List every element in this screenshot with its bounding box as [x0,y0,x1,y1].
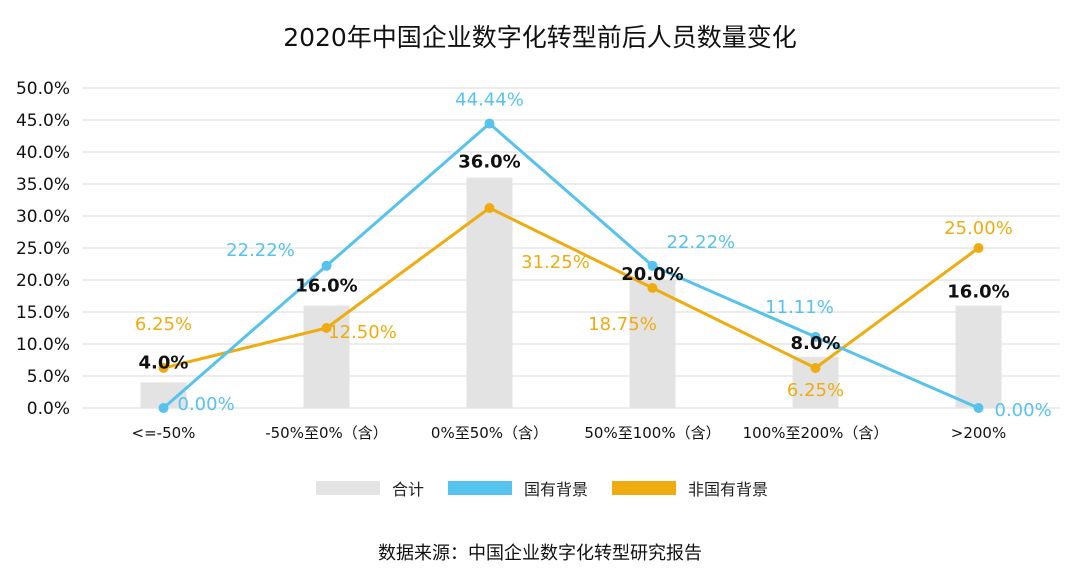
data-label-state-owned: 0.00% [995,400,1052,421]
point-state-owned [158,403,169,413]
point-state-owned [810,331,821,342]
legend-label-total: 合计 [392,480,425,499]
data-label-state-owned: 22.22% [667,232,736,253]
data-label-total: 4.0% [139,352,189,373]
data-label-non-state-owned: 6.25% [787,380,844,401]
y-tick-label: 45.0% [16,111,70,131]
data-labels: 4.0% 16.0% 36.0% 20.0% 8.0% 16.0% 0.00% 22.22% 4… [135,90,1052,421]
data-label-total: 16.0% [947,282,1009,303]
bar-total [955,305,1002,408]
point-state-owned [647,260,658,271]
legend-item-state-owned: 国有背景 [448,476,588,500]
data-label-total: 20.0% [621,264,683,285]
point-non-state-owned [973,243,984,253]
point-non-state-owned [484,203,495,213]
point-state-owned [484,118,495,129]
point-non-state-owned [647,283,658,293]
data-label-non-state-owned: 25.00% [944,218,1013,239]
data-label-non-state-owned: 12.50% [328,322,397,343]
y-tick-label: 0.0% [27,399,70,419]
x-tick-label: 0%至50%（含） [431,424,548,442]
source-note: 数据来源：中国企业数字化转型研究报告 [378,543,702,564]
x-tick-label: 100%至200%（含） [743,424,889,442]
x-tick-label: 50%至100%（含） [584,424,720,442]
point-state-owned [321,260,332,271]
data-label-state-owned: 22.22% [226,240,295,261]
y-tick-label: 50.0% [16,79,70,99]
point-non-state-owned [158,363,169,373]
x-tick-label: <=-50% [132,424,196,442]
point-non-state-owned [810,363,821,373]
line-state-owned [162,122,980,410]
point-non-state-owned [321,323,332,333]
y-tick-label: 20.0% [16,271,70,291]
data-label-state-owned: 44.44% [455,90,524,111]
bar-total [629,280,676,408]
data-label-non-state-owned: 18.75% [588,314,657,335]
y-tick-label: 30.0% [16,207,70,227]
y-tick-label: 10.0% [16,335,70,355]
data-label-non-state-owned: 6.25% [135,314,192,335]
y-tick-label: 40.0% [16,143,70,163]
chart-title: 2020年中国企业数字化转型前后人员数量变化 [283,23,797,52]
legend-swatch-non-state-owned [612,481,676,495]
y-tick-label: 35.0% [16,175,70,195]
legend-swatch-total [316,481,380,495]
data-label-state-owned: 11.11% [765,297,834,318]
y-tick-label: 5.0% [27,367,70,387]
legend-label-state-owned: 国有背景 [524,480,589,499]
data-label-total: 8.0% [791,333,841,354]
data-label-non-state-owned: 31.25% [521,252,590,273]
gridlines [82,87,1060,377]
data-label-total: 36.0% [458,152,520,173]
axes: 0.0% 5.0% 10.0% 15.0% 20.0% 25.0% 30.0% 35.0% 40… [16,79,1060,442]
data-label-state-owned: 0.00% [178,394,235,415]
legend-item-total: 合计 [316,476,424,500]
y-tick-label: 15.0% [16,303,70,323]
point-state-owned [973,403,984,413]
legend-item-non-state-owned: 非国有背景 [612,476,768,500]
y-tick-label: 25.0% [16,239,70,259]
legend-label-non-state-owned: 非国有背景 [688,480,769,499]
line-series [158,118,984,413]
bar-total [303,305,350,408]
x-tick-label: >200% [951,424,1006,442]
data-label-total: 16.0% [295,276,357,297]
x-tick-label: -50%至0%（含） [265,424,388,442]
bar-series [140,177,1002,408]
legend-swatch-state-owned [448,481,512,495]
